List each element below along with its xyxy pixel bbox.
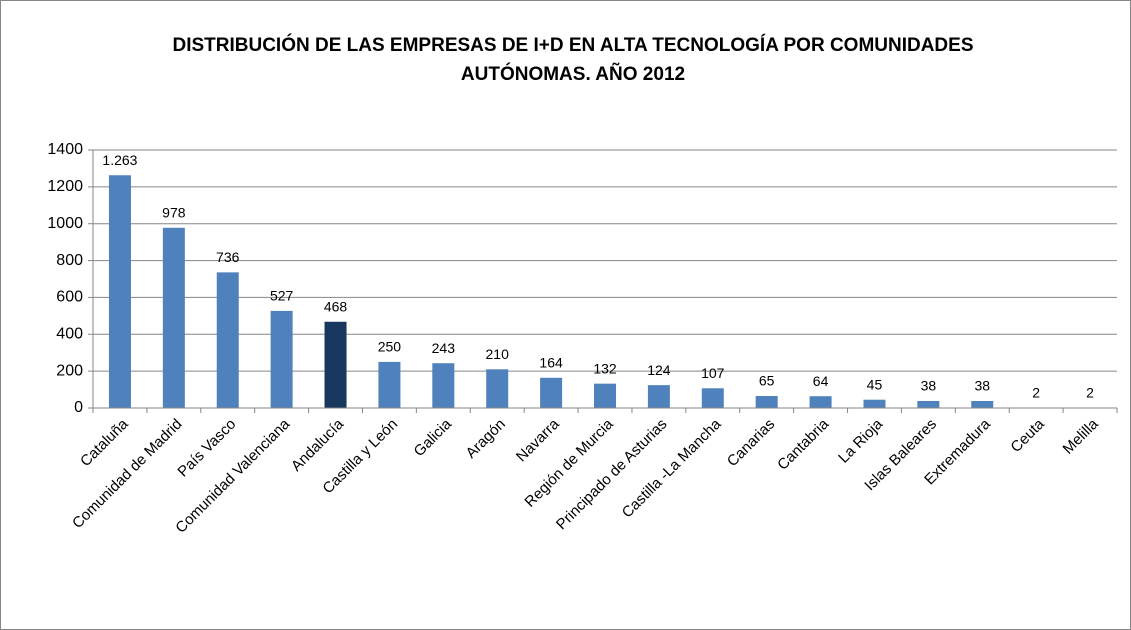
bar [540, 377, 563, 408]
bar [432, 363, 455, 408]
y-tick-label: 800 [56, 252, 83, 269]
y-tick-label: 1400 [47, 141, 83, 158]
data-label: 65 [759, 373, 775, 389]
bar [324, 321, 347, 408]
data-label: 243 [432, 340, 456, 356]
data-label: 2 [1086, 384, 1094, 400]
bar [809, 396, 832, 408]
data-label: 107 [701, 365, 725, 381]
chart-title: AUTÓNOMAS. AÑO 2012 [461, 63, 685, 85]
bar [971, 400, 994, 408]
y-tick-label: 1200 [47, 178, 83, 195]
data-label: 468 [324, 298, 348, 314]
bar [378, 361, 401, 408]
data-label: 978 [162, 204, 186, 220]
bar [863, 399, 886, 408]
data-label: 210 [486, 346, 510, 362]
bar [270, 310, 293, 408]
chart-title: DISTRIBUCIÓN DE LAS EMPRESAS DE I+D EN A… [172, 34, 973, 56]
data-label: 250 [378, 339, 402, 355]
bar [216, 272, 239, 408]
data-label: 64 [813, 373, 829, 389]
bar [486, 369, 509, 408]
y-tick-label: 400 [56, 326, 83, 343]
bar [701, 388, 724, 408]
bar [162, 227, 185, 408]
data-label: 736 [216, 249, 240, 265]
data-label: 38 [921, 378, 937, 394]
data-label: 45 [867, 376, 883, 392]
data-label: 38 [974, 378, 990, 394]
y-tick-label: 200 [56, 362, 83, 379]
bar [917, 400, 940, 408]
bar [594, 383, 616, 408]
bar [108, 175, 131, 408]
bar [647, 385, 670, 408]
bar [755, 396, 778, 408]
data-label: 124 [647, 362, 671, 378]
y-tick-label: 0 [74, 399, 83, 416]
y-tick-label: 600 [56, 289, 83, 306]
data-label: 132 [593, 360, 617, 376]
y-tick-label: 1000 [47, 215, 83, 232]
data-label: 164 [539, 354, 563, 370]
data-label: 527 [270, 288, 294, 304]
data-label: 2 [1032, 384, 1040, 400]
data-label: 1.263 [102, 152, 137, 168]
